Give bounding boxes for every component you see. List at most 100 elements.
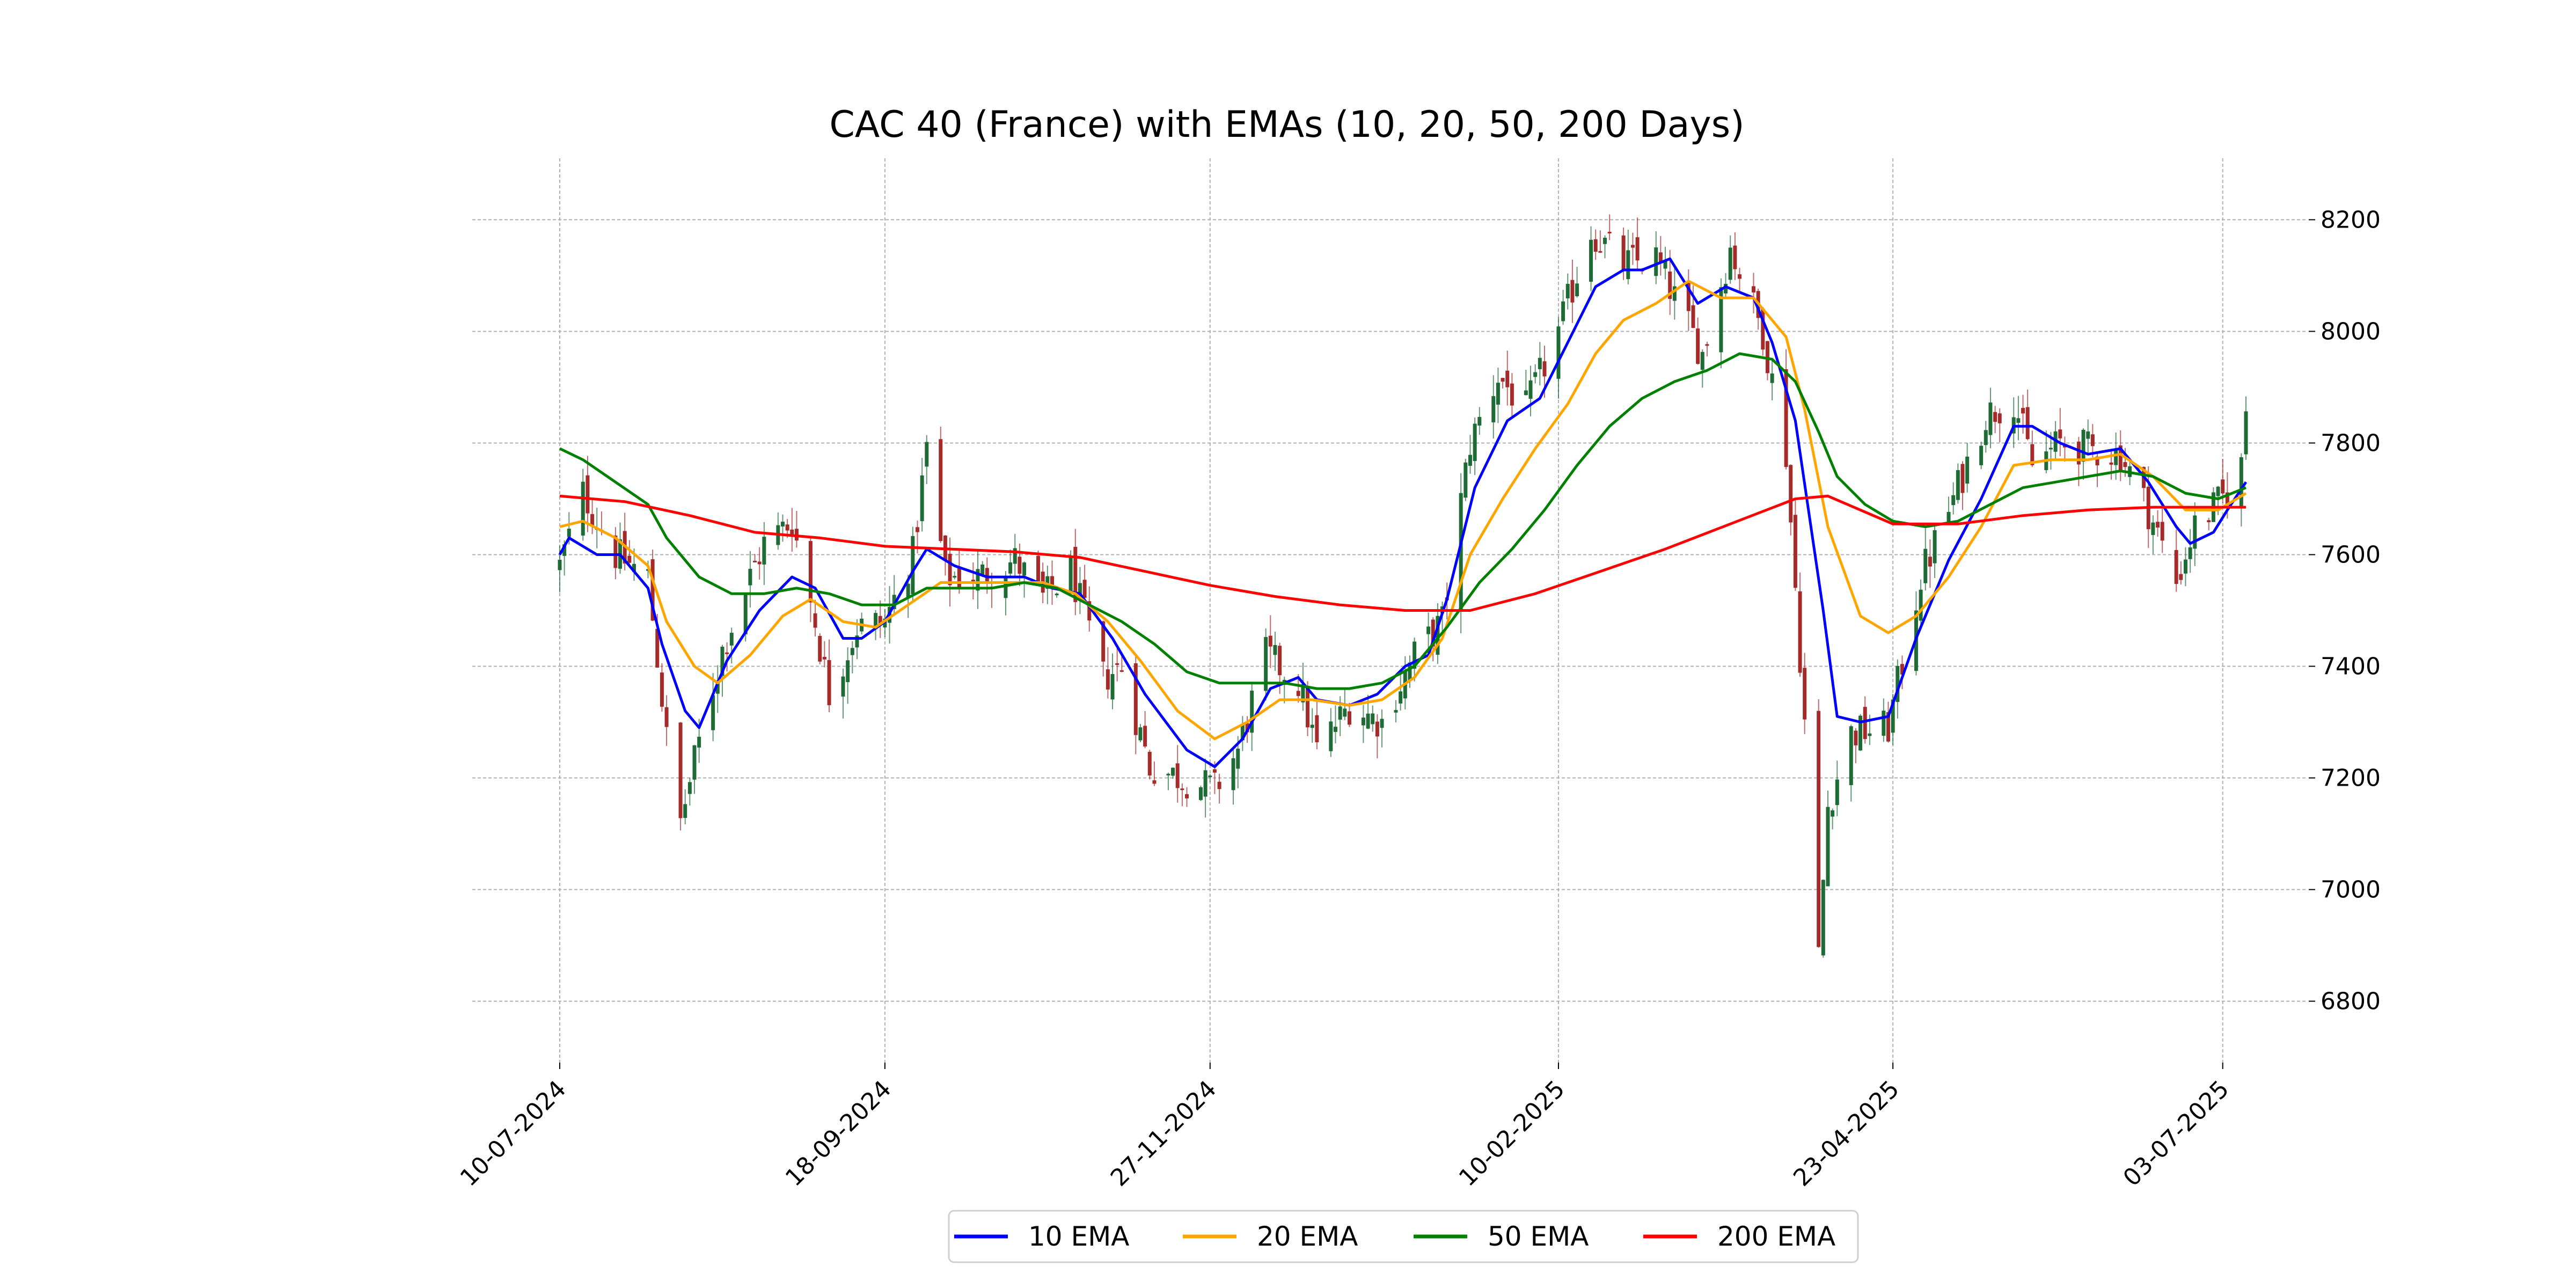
candle-body [562,544,567,556]
candle-body [1236,748,1240,769]
y-tick-label: 8200 [2321,206,2381,233]
candle-body [1598,251,1602,253]
candle-body [1700,352,1704,370]
candle-body [1171,767,1175,776]
candle-body [1203,770,1208,797]
candle-body [2086,431,2090,439]
candle-body [1919,589,1923,621]
candle-body [1315,715,1319,743]
candle-body [1668,271,1672,299]
candle-body [2225,492,2229,506]
candle-body [1663,261,1667,269]
candle-body [780,522,785,527]
candle-body [1278,646,1282,676]
candle-body [2160,522,2164,541]
candle-body [1231,758,1235,791]
candle-body [1501,378,1505,382]
candle-body [687,782,692,794]
candle-body [655,628,660,668]
y-tick-label: 7600 [2321,541,2381,568]
candle-body [1050,576,1054,589]
candle-body [1073,546,1078,602]
candle-body [1347,711,1351,725]
candle-body [2239,457,2243,508]
candle-body [1630,245,1635,248]
x-tick-label: 10-02-2025 [1454,1075,1570,1192]
candle-body [1658,252,1663,262]
candle-body [1371,713,1375,724]
x-tick-label: 23-04-2025 [1788,1075,1905,1192]
candle-body [874,613,878,630]
candle-body [850,648,854,655]
candle-body [1538,357,1542,369]
candle-body [1896,665,1900,702]
candle-body [725,652,729,654]
candle-body [1696,328,1700,364]
candle-body [2188,547,2192,559]
y-tick-label: 7000 [2321,876,2381,904]
candle-body [715,680,720,694]
candle-body [1626,250,1630,280]
candle-body [827,660,831,706]
candle-body [822,656,826,660]
candle-body [1854,730,1858,745]
candle-body [915,527,919,532]
candle-body [1143,726,1147,747]
candle-body [1306,685,1310,728]
candle-body [1185,794,1189,799]
candle-body [2048,448,2053,450]
candle-body [790,529,794,536]
candle-body [1264,637,1268,691]
candle-body [660,672,664,707]
candle-body [1793,515,1797,588]
candle-body [1082,580,1087,598]
candle-body [2244,411,2248,455]
candle-body [948,553,952,586]
grid [472,158,2308,1063]
candle-body [632,564,636,572]
candle-body [1886,712,1891,742]
candle-body [1018,557,1022,574]
candle-body [1556,326,1561,379]
ema-line-20-ema [559,280,2247,741]
candle-body [1069,557,1073,594]
candle-body [1055,594,1059,596]
y-tick-label: 7800 [2321,429,2381,457]
candle-body [2081,429,2085,462]
candle-body [920,475,924,522]
candle-body [1724,283,1728,294]
x-tick-label: 03-07-2025 [2118,1075,2235,1192]
candle-body [2114,449,2118,465]
candle-body [1147,751,1152,775]
legend-box [948,1210,1859,1263]
candle-body [1119,670,1124,672]
ema-line-200-ema [559,494,2246,612]
candle-body [2016,418,2021,423]
candle-body [1946,511,1951,525]
candle-body [1166,773,1170,775]
legend-label: 200 EMA [1717,1221,1835,1252]
candle-body [1900,664,1904,675]
candle-body [953,576,957,578]
candle-body [1431,619,1435,647]
candle-body [1301,684,1305,702]
candle-body [1770,373,1774,383]
candle-body [1426,626,1431,634]
candle-body [1719,287,1723,353]
candle-body [1988,402,1993,435]
candle-body [813,613,817,628]
candle-body [1752,286,1756,292]
candle-body [1106,669,1110,690]
candle-body [1789,465,1793,523]
candle-body [1208,775,1212,778]
candle-body [1728,247,1732,280]
candle-body [1343,708,1347,717]
candle-body [1863,707,1867,740]
candle-body [985,568,989,583]
candle-body [1036,555,1041,581]
candle-body [711,695,715,730]
candle-body [1101,621,1106,662]
candle-body [1329,721,1333,751]
candle-body [1528,380,1533,399]
candle-body [2118,445,2123,472]
